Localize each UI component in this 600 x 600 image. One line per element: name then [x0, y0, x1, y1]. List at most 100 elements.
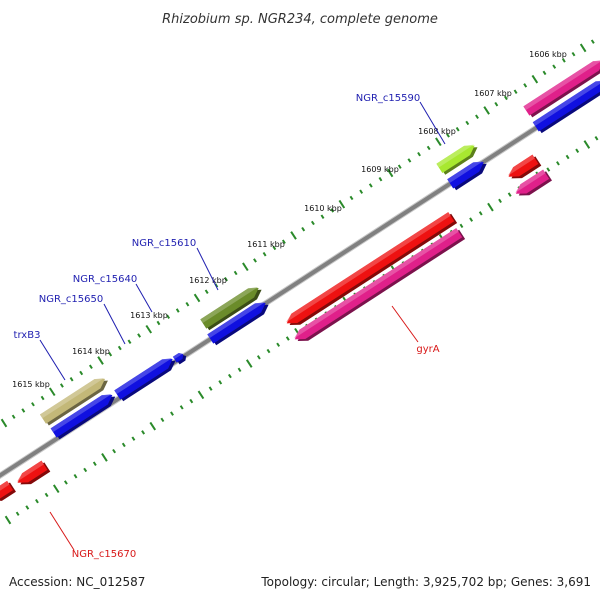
feature-ngr-c15620-blue-highlight — [207, 302, 266, 339]
feature-trxb3-khaki-highlight — [39, 377, 105, 419]
feature-ngr-c15670-red[interactable] — [15, 460, 51, 490]
upper-track-minor-tick — [475, 114, 479, 119]
topology-text: Topology: circular; Length: 3,925,702 bp… — [260, 575, 591, 589]
feature-ngr-c15590-pink-highlight — [523, 60, 600, 111]
upper-track-minor-tick — [561, 58, 566, 63]
upper-track-minor-tick — [281, 239, 286, 244]
upper-track-minor-tick — [88, 364, 93, 369]
upper-track-minor-tick — [426, 145, 431, 151]
lower-track-minor-tick — [15, 511, 20, 516]
feature-ngr-c15640-small-blue-highlight — [172, 352, 183, 360]
lower-track-minor-tick — [35, 498, 39, 504]
upper-track-minor-tick — [117, 345, 122, 351]
upper-track-minor-tick — [166, 314, 171, 319]
upper-track-minor-tick — [417, 151, 421, 157]
lower-track-minor-tick — [112, 448, 117, 454]
map-title: Rhizobium sp. NGR234, complete genome — [162, 12, 438, 27]
upper-track-major-tick — [579, 43, 587, 53]
feature-ngr-c15610-olive[interactable] — [200, 283, 264, 331]
feature-ngr-c15590-lime-highlight — [436, 144, 475, 168]
upper-track-minor-tick — [446, 133, 450, 138]
feature-ngr-c15600-pink-highlight — [515, 169, 546, 193]
upper-track-major-tick — [386, 168, 394, 178]
upper-track-minor-tick — [359, 189, 364, 194]
tick-label-1606: 1606 kbp — [529, 50, 567, 59]
feature-ngr-c15590-blue-body — [532, 81, 600, 132]
gene-label-trxb3[interactable]: trxB3 — [14, 330, 41, 341]
upper-track-minor-tick — [69, 377, 74, 382]
lower-track-minor-tick — [594, 136, 599, 141]
upper-track-minor-tick — [21, 408, 26, 413]
feature-gyra-red-highlight — [286, 212, 451, 323]
upper-track-minor-tick — [262, 251, 267, 257]
lower-track-minor-tick — [507, 192, 512, 197]
label-leaders — [39, 101, 446, 551]
upper-track-major-tick — [193, 293, 201, 303]
lower-track-minor-tick — [170, 411, 174, 416]
upper-track-minor-tick — [156, 320, 161, 326]
lower-track-minor-tick — [160, 417, 165, 423]
feature-ngr-c15640-blue[interactable] — [114, 354, 178, 402]
feature-ngr-c15600-red[interactable] — [506, 154, 542, 184]
feature-ngr-c15680-red[interactable] — [0, 480, 16, 506]
lower-track-minor-tick — [565, 154, 570, 160]
feature-ngr-c15650-blue[interactable] — [50, 390, 119, 441]
feature-ngr-c15650-blue-highlight — [50, 394, 112, 433]
feature-ngr-c15610-olive-highlight — [200, 287, 259, 324]
upper-track-minor-tick — [59, 383, 64, 388]
feature-ngr-c15600-blue[interactable] — [447, 157, 489, 191]
upper-track-minor-tick — [503, 95, 508, 101]
lower-track-minor-tick — [256, 355, 261, 360]
feature-ngr-c15600-pink[interactable] — [513, 169, 552, 201]
feature-ngr-c15590-pink[interactable] — [523, 56, 600, 119]
upper-track-minor-tick — [455, 126, 460, 132]
upper-track-minor-tick — [108, 352, 113, 357]
lower-track-minor-tick — [141, 430, 146, 435]
upper-track-minor-tick — [407, 158, 412, 163]
gene-label-ngr-c15650[interactable]: NGR_c15650 — [39, 294, 104, 305]
feature-ngr-c15590-pink-body — [523, 60, 600, 116]
lower-track-minor-tick — [459, 223, 464, 229]
lower-track-major-tick — [149, 421, 157, 431]
gene-label-ngr-c15610[interactable]: NGR_c15610 — [132, 238, 197, 249]
upper-track-minor-tick — [11, 414, 16, 419]
gene-label-gyra[interactable]: gyrA — [416, 344, 439, 355]
feature-trxb3-khaki[interactable] — [39, 373, 111, 426]
upper-track-minor-tick — [542, 70, 547, 76]
lower-track-major-tick — [487, 202, 494, 212]
lower-track-minor-tick — [266, 348, 271, 354]
feature-ngr-c15590-blue[interactable] — [532, 76, 600, 134]
upper-track-minor-tick — [40, 395, 45, 401]
gene-label-ngr-c15670[interactable]: NGR_c15670 — [72, 549, 137, 560]
upper-track-major-tick — [483, 106, 490, 115]
feature-ngr-c15590-lime[interactable] — [436, 140, 480, 175]
lower-track-minor-tick — [237, 367, 242, 373]
lower-track-minor-tick — [285, 336, 290, 341]
upper-track-minor-tick — [465, 120, 470, 126]
upper-track-minor-tick — [233, 270, 238, 276]
upper-track-minor-tick — [127, 339, 132, 344]
gene-label-ngr-c15640[interactable]: NGR_c15640 — [73, 274, 138, 285]
lower-track-minor-tick — [189, 398, 194, 404]
tick-label-1609: 1609 kbp — [361, 165, 399, 174]
feature-gyra-red[interactable] — [284, 211, 458, 330]
upper-track-minor-tick — [494, 101, 499, 107]
feature-ngr-c15620-blue[interactable] — [207, 298, 271, 346]
tick-label-1611: 1611 kbp — [247, 240, 285, 249]
lower-track-minor-tick — [179, 405, 184, 410]
gene-label-ngr-c15590[interactable]: NGR_c15590 — [356, 93, 421, 104]
lower-track-minor-tick — [556, 161, 560, 166]
lower-track-major-tick — [197, 390, 205, 400]
tick-track-upper — [0, 39, 595, 428]
upper-track-major-tick — [531, 74, 539, 84]
feature-ngr-c15600-blue-body — [447, 162, 484, 189]
lower-track-major-tick — [583, 140, 591, 149]
upper-track-minor-tick — [272, 245, 277, 251]
feature-trxb3-khaki-body — [39, 378, 106, 424]
upper-track-minor-tick — [137, 333, 142, 338]
lower-track-minor-tick — [478, 211, 483, 216]
feature-gyra-pink[interactable] — [292, 227, 466, 346]
gene-features — [0, 56, 600, 506]
feature-ngr-c15640-small-blue[interactable] — [172, 351, 188, 366]
